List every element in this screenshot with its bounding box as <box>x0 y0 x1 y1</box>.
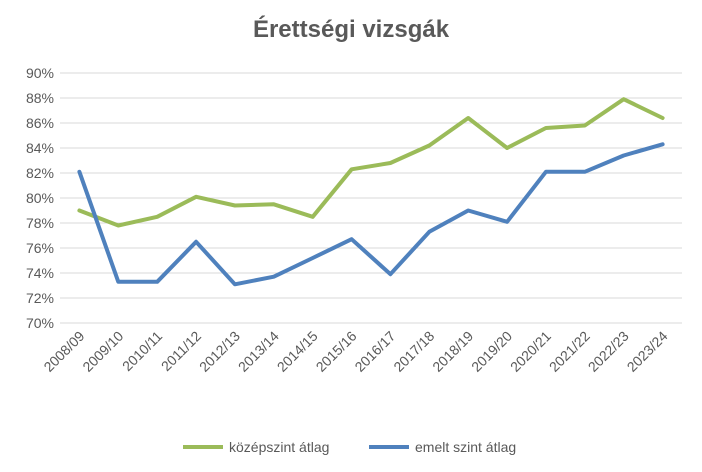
x-tick-label: 2016/17 <box>351 328 398 375</box>
y-tick-label: 74% <box>26 265 54 281</box>
x-axis-labels: 2008/092009/102010/112011/122012/132013/… <box>40 328 670 375</box>
x-tick-label: 2023/24 <box>624 328 671 375</box>
y-tick-label: 90% <box>26 65 54 81</box>
x-tick-label: 2010/11 <box>119 328 166 375</box>
x-tick-label: 2009/10 <box>79 328 126 375</box>
x-tick-label: 2018/19 <box>429 328 476 375</box>
series-line-0 <box>77 97 665 228</box>
legend: középszint átlag emelt szint átlag <box>183 439 516 455</box>
series-line-1 <box>77 142 665 287</box>
y-tick-label: 80% <box>26 190 54 206</box>
chart-title: Érettségi vizsgák <box>252 16 450 43</box>
y-tick-label: 70% <box>26 315 54 331</box>
x-tick-label: 2017/18 <box>390 328 437 375</box>
y-tick-label: 82% <box>26 165 54 181</box>
legend-label: középszint átlag <box>229 439 329 455</box>
y-tick-label: 78% <box>26 215 54 231</box>
y-tick-label: 86% <box>26 115 54 131</box>
x-tick-label: 2008/09 <box>40 328 87 375</box>
y-tick-label: 72% <box>26 290 54 306</box>
y-tick-label: 76% <box>26 240 54 256</box>
gridlines <box>60 72 682 324</box>
x-tick-label: 2013/14 <box>235 328 282 375</box>
x-tick-label: 2021/22 <box>546 328 593 375</box>
legend-label: emelt szint átlag <box>415 439 516 455</box>
x-tick-label: 2012/13 <box>196 328 243 375</box>
x-tick-label: 2019/20 <box>468 328 515 375</box>
x-tick-label: 2015/16 <box>313 328 360 375</box>
series-lines <box>77 97 665 287</box>
x-tick-label: 2014/15 <box>274 328 321 375</box>
y-axis-labels: 70% 72% 74% 76% 78% 80% 82% 84% 86% 88% 90% <box>26 65 54 331</box>
x-tick-label: 2022/23 <box>585 328 632 375</box>
x-tick-label: 2011/12 <box>158 328 205 375</box>
x-tick-label: 2020/21 <box>507 328 554 375</box>
y-tick-label: 84% <box>26 140 54 156</box>
y-tick-label: 88% <box>26 90 54 106</box>
